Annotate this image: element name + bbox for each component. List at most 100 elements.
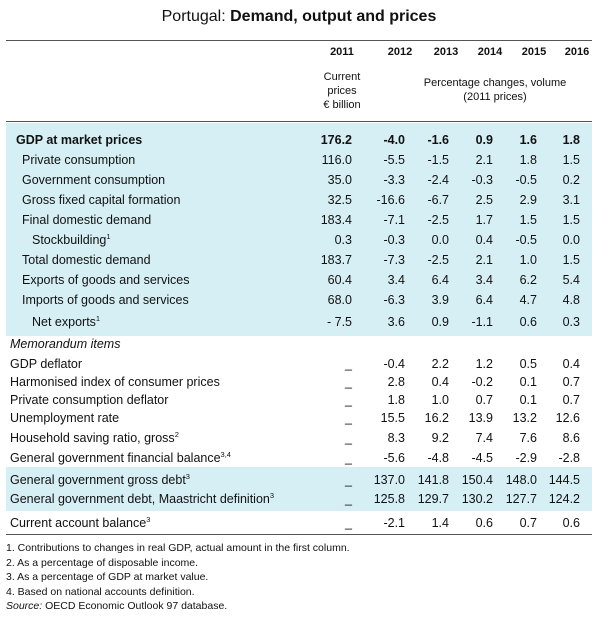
footnote-1: 1. Contributions to changes in real GDP,… [6, 542, 350, 554]
cell-2013: 3.9 [431, 293, 449, 307]
bottom-rule [6, 534, 592, 535]
cell-2015: 7.6 [519, 431, 537, 445]
year-2012: 2012 [387, 46, 413, 58]
cell-2014: -4.5 [471, 451, 493, 465]
cell-2014: 0.6 [475, 516, 493, 530]
table-row: General government gross debt3 _ 137.0 141.… [6, 471, 592, 490]
debt-band [6, 467, 592, 511]
cell-2015: 1.8 [519, 153, 537, 167]
footnote-marker: 1 [106, 231, 111, 241]
top-rule [6, 40, 592, 41]
table-row: GDP deflator _ -0.4 2.2 1.2 0.5 0.4 [6, 355, 592, 374]
table-row: Final domestic demand 183.4 -7.1 -2.5 1.7 1.5… [6, 211, 592, 230]
cell-2012: -16.6 [376, 193, 406, 207]
cell-2014: 0.7 [475, 393, 493, 407]
cell-2011: 183.7 [320, 253, 352, 267]
cell-2012: -2.1 [383, 516, 405, 530]
cell-2011: 32.5 [327, 193, 352, 207]
year-2016: 2016 [564, 46, 590, 58]
cell-2011: 176.2 [320, 133, 352, 147]
cell-2015: 13.2 [512, 411, 537, 425]
memo-row-label: GDP deflator [10, 357, 83, 371]
cell-2011: _ [345, 411, 352, 425]
title-prefix: Portugal: [161, 8, 231, 25]
subheader-percentage-changes: Percentage changes, volume (2011 prices) [423, 77, 567, 103]
cell-2011: _ [345, 431, 352, 445]
cell-2015: 1.6 [519, 133, 537, 147]
cell-2016: 1.5 [562, 253, 580, 267]
year-header: 2011 2012 2013 2014 2015 2016 [0, 46, 598, 62]
footnote-3: 3. As a percentage of GDP at market valu… [6, 571, 209, 583]
cell-2015: 127.7 [505, 492, 537, 506]
memo-row-label: General government debt, Maastricht defi… [10, 490, 275, 506]
footnote-marker: 2 [174, 429, 179, 439]
year-2015: 2015 [521, 46, 547, 58]
cell-2013: 0.9 [431, 315, 449, 329]
cell-2014: 13.9 [468, 411, 493, 425]
cell-2016: 144.5 [548, 473, 580, 487]
cell-2016: 0.3 [562, 315, 580, 329]
cell-2011: _ [345, 492, 352, 506]
cell-2014: 6.4 [475, 293, 493, 307]
cell-2015: -0.5 [515, 233, 537, 247]
cell-2015: 4.7 [519, 293, 537, 307]
memo-row-label: Current account balance3 [10, 514, 151, 530]
cell-2011: 116.0 [321, 153, 352, 167]
memo-row-label: General government financial balance3,4 [10, 449, 231, 465]
cell-2014: 130.2 [461, 492, 493, 506]
cell-2014: 3.4 [475, 273, 493, 287]
cell-2012: 2.8 [387, 375, 405, 389]
cell-2015: 0.1 [519, 375, 537, 389]
cell-2012: -5.5 [383, 153, 405, 167]
cell-2012: -6.3 [383, 293, 405, 307]
cell-2015: 0.5 [519, 357, 537, 371]
year-2011: 2011 [330, 46, 354, 58]
cell-2012: -5.6 [383, 451, 405, 465]
cell-2016: 4.8 [562, 293, 580, 307]
cell-2013: 0.4 [431, 375, 449, 389]
table-row: Gross fixed capital formation 32.5 -16.6 -6… [6, 191, 592, 210]
cell-2012: -3.3 [383, 173, 405, 187]
cell-2015: 148.0 [505, 473, 537, 487]
cell-2011: 68.0 [327, 293, 352, 307]
memo-title: Memorandum items [10, 337, 121, 351]
table-row: General government debt, Maastricht defi… [6, 490, 592, 509]
table-row: Unemployment rate _ 15.5 16.2 13.9 13.2 12.6 [6, 409, 592, 428]
cell-2015: -0.5 [515, 173, 537, 187]
row-label: Net exports1 [32, 313, 101, 329]
cell-2013: -2.5 [427, 253, 449, 267]
cell-2013: -2.4 [427, 173, 449, 187]
cell-2016: 0.2 [562, 173, 580, 187]
cell-2012: -7.3 [383, 253, 405, 267]
memo-row-label: General government gross debt3 [10, 471, 190, 487]
cell-2016: 0.0 [562, 233, 580, 247]
cell-2011: 35.0 [327, 173, 352, 187]
cell-2012: 1.8 [387, 393, 405, 407]
cell-2011: _ [345, 375, 352, 389]
cell-2013: -4.8 [427, 451, 449, 465]
footnote-marker: 3 [269, 490, 275, 500]
footnote-marker: 1 [95, 313, 101, 323]
cell-2013: -1.6 [427, 133, 449, 147]
cell-2011: _ [345, 357, 352, 371]
memo-row-label: Household saving ratio, gross2 [10, 429, 179, 445]
cell-2014: 0.9 [475, 133, 493, 147]
row-label: Exports of goods and services [22, 273, 190, 287]
subheader-current-prices: Current prices € billion [323, 71, 361, 111]
cell-2014: -1.1 [471, 315, 493, 329]
table-row: Stockbuilding1 0.3 -0.3 0.0 0.4 -0.5 0.0 [6, 231, 592, 250]
cell-2012: -0.4 [383, 357, 405, 371]
main-band [6, 123, 592, 336]
table-row: General government financial balance3,4 _… [6, 449, 592, 468]
cell-2015: 0.1 [519, 393, 537, 407]
row-label: Government consumption [22, 173, 166, 187]
cell-2015: 1.5 [519, 213, 537, 227]
cell-2013: -2.5 [427, 213, 449, 227]
cell-2016: -2.8 [558, 451, 580, 465]
source-line: Source: OECD Economic Outlook 97 databas… [6, 600, 228, 612]
cell-2012: 137.0 [373, 473, 405, 487]
table-row: Government consumption 35.0 -3.3 -2.4 -0.3 -0… [6, 171, 592, 190]
cell-2012: 3.6 [387, 315, 405, 329]
cell-2014: 7.4 [475, 431, 493, 445]
cell-2015: 2.9 [519, 193, 537, 207]
